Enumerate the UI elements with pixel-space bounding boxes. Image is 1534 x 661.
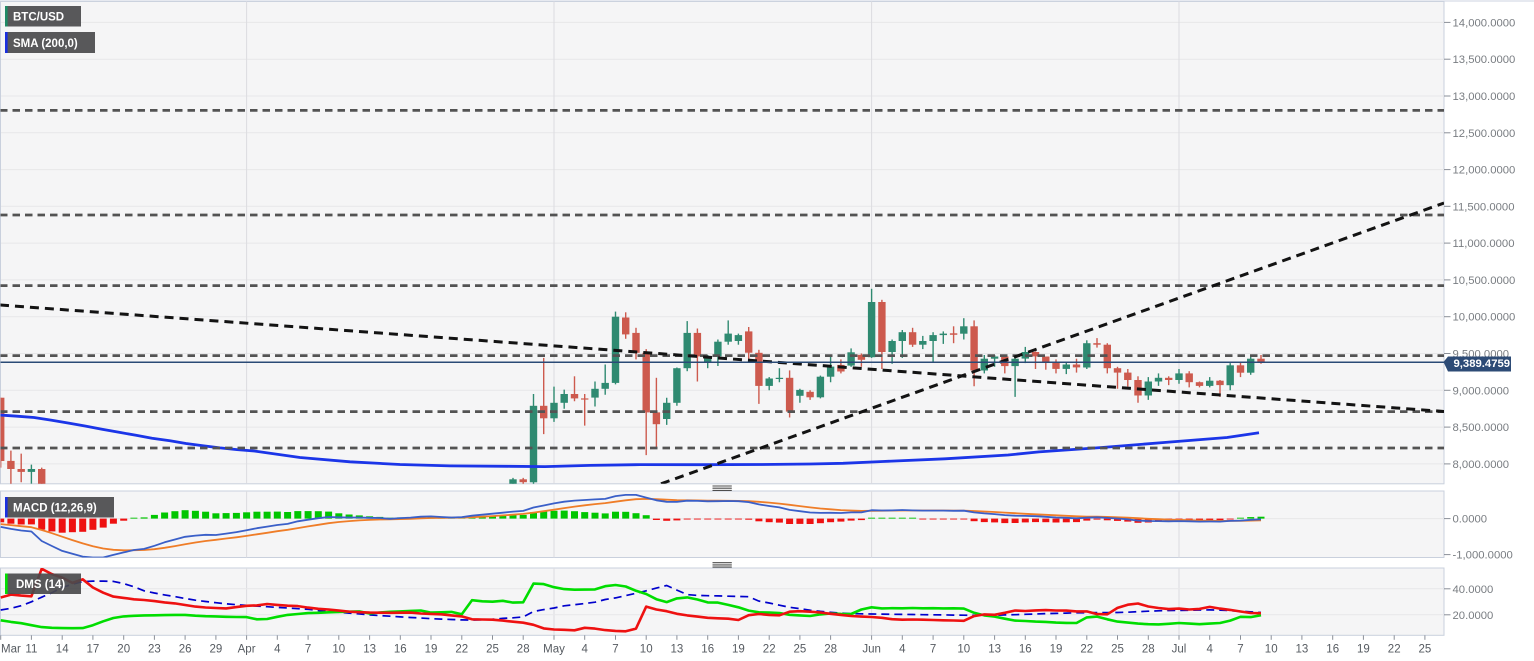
svg-text:9,000.0000: 9,000.0000 — [1453, 385, 1510, 397]
svg-text:7: 7 — [612, 644, 618, 656]
svg-text:23: 23 — [148, 644, 161, 656]
svg-text:25: 25 — [1419, 644, 1432, 656]
svg-text:25: 25 — [486, 644, 499, 656]
svg-text:Apr: Apr — [238, 644, 256, 656]
svg-text:7: 7 — [930, 644, 936, 656]
svg-text:29: 29 — [210, 644, 223, 656]
svg-text:28: 28 — [824, 644, 837, 656]
svg-text:12,500.0000: 12,500.0000 — [1453, 128, 1516, 140]
svg-text:MACD (12,26,9): MACD (12,26,9) — [13, 502, 97, 514]
svg-text:8,000.0000: 8,000.0000 — [1453, 459, 1510, 471]
svg-text:13,000.0000: 13,000.0000 — [1453, 91, 1516, 103]
svg-text:14: 14 — [56, 644, 69, 656]
svg-text:0.0000: 0.0000 — [1453, 514, 1488, 526]
svg-text:13: 13 — [1296, 644, 1309, 656]
svg-text:19: 19 — [732, 644, 745, 656]
svg-text:19: 19 — [425, 644, 438, 656]
svg-text:25: 25 — [794, 644, 807, 656]
svg-text:DMS (14): DMS (14) — [16, 579, 65, 591]
svg-text:10: 10 — [1265, 644, 1278, 656]
svg-text:4: 4 — [1206, 644, 1213, 656]
svg-text:May: May — [543, 644, 565, 656]
svg-text:19: 19 — [1050, 644, 1063, 656]
svg-text:-1,000.0000: -1,000.0000 — [1453, 550, 1513, 562]
svg-text:19: 19 — [1357, 644, 1370, 656]
svg-text:Jul: Jul — [1172, 644, 1187, 656]
svg-text:BTC/USD: BTC/USD — [13, 11, 64, 23]
svg-text:13: 13 — [363, 644, 376, 656]
svg-text:Mar: Mar — [1, 644, 21, 656]
svg-text:26: 26 — [179, 644, 192, 656]
svg-text:4: 4 — [899, 644, 906, 656]
svg-text:Jun: Jun — [862, 644, 881, 656]
svg-text:7: 7 — [305, 644, 311, 656]
svg-text:16: 16 — [394, 644, 407, 656]
svg-text:10: 10 — [640, 644, 653, 656]
svg-text:22: 22 — [1388, 644, 1401, 656]
svg-text:14,000.0000: 14,000.0000 — [1453, 17, 1516, 29]
svg-text:16: 16 — [701, 644, 714, 656]
svg-text:SMA (200,0): SMA (200,0) — [13, 38, 78, 50]
svg-text:4: 4 — [274, 644, 281, 656]
svg-text:11: 11 — [25, 644, 37, 656]
svg-text:10,500.0000: 10,500.0000 — [1453, 275, 1516, 287]
svg-text:13: 13 — [988, 644, 1001, 656]
svg-text:10,000.0000: 10,000.0000 — [1453, 312, 1516, 324]
svg-text:11,000.0000: 11,000.0000 — [1453, 238, 1515, 250]
svg-text:25: 25 — [1111, 644, 1124, 656]
svg-text:17: 17 — [87, 644, 100, 656]
svg-text:16: 16 — [1326, 644, 1339, 656]
svg-text:16: 16 — [1019, 644, 1032, 656]
svg-text:11,500.0000: 11,500.0000 — [1453, 201, 1515, 213]
svg-text:4: 4 — [581, 644, 588, 656]
svg-text:7: 7 — [1237, 644, 1243, 656]
svg-text:8,500.0000: 8,500.0000 — [1453, 422, 1510, 434]
svg-text:12,000.0000: 12,000.0000 — [1453, 165, 1516, 177]
svg-text:28: 28 — [1142, 644, 1155, 656]
svg-text:9,389.4759: 9,389.4759 — [1454, 358, 1511, 370]
svg-text:22: 22 — [763, 644, 776, 656]
svg-text:22: 22 — [1080, 644, 1093, 656]
svg-text:13,500.0000: 13,500.0000 — [1453, 54, 1516, 66]
svg-text:10: 10 — [332, 644, 345, 656]
svg-text:22: 22 — [455, 644, 468, 656]
svg-text:10: 10 — [957, 644, 970, 656]
svg-text:20: 20 — [117, 644, 130, 656]
svg-text:40.0000: 40.0000 — [1453, 584, 1494, 596]
svg-text:13: 13 — [671, 644, 684, 656]
svg-text:20.0000: 20.0000 — [1453, 610, 1494, 622]
svg-text:28: 28 — [517, 644, 530, 656]
